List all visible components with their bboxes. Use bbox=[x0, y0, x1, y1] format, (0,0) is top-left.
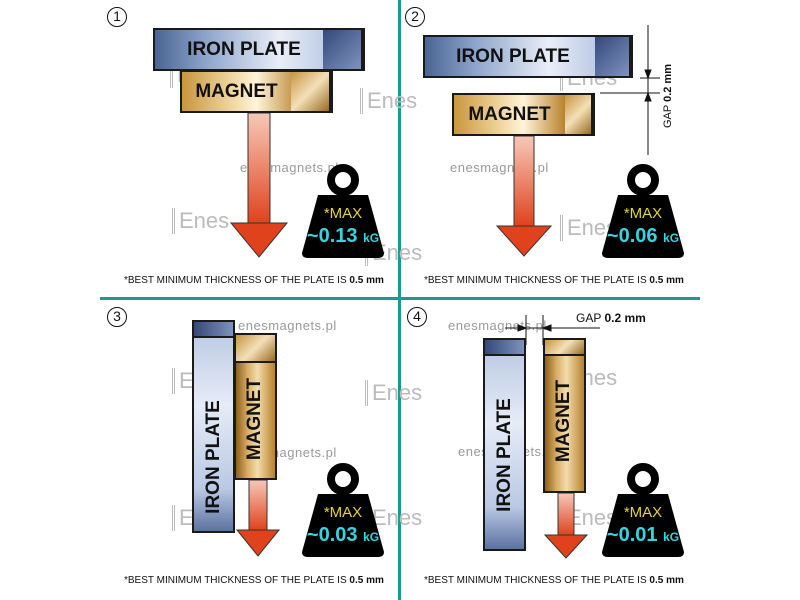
gap-dimension-lines bbox=[505, 25, 660, 345]
max-label: *MAX bbox=[323, 205, 363, 222]
weight-icon: *MAX ~0.01 kG bbox=[600, 462, 686, 558]
iron-plate: IRON PLATE bbox=[192, 320, 235, 533]
iron-plate-label: IRON PLATE bbox=[493, 397, 515, 512]
weight-icon: *MAX ~0.13 kG bbox=[300, 163, 386, 259]
iron-plate: IRON PLATE bbox=[153, 28, 365, 71]
magnet: MAGNET bbox=[452, 93, 595, 136]
watermark-text: enesmagnets.pl bbox=[238, 318, 337, 333]
iron-plate-label: IRON PLATE bbox=[456, 45, 570, 67]
watermark-logo: Enes bbox=[360, 88, 417, 114]
max-label: *MAX bbox=[323, 504, 363, 521]
vertical-divider bbox=[398, 0, 401, 600]
weight-icon: *MAX ~0.06 kG bbox=[600, 163, 686, 259]
force-value: ~0.13 kG bbox=[306, 225, 380, 247]
watermark-logo: Enes bbox=[365, 380, 422, 406]
magnet-label: MAGNET bbox=[553, 379, 575, 462]
magnet-label: MAGNET bbox=[468, 103, 551, 125]
force-arrow bbox=[229, 112, 289, 258]
iron-plate: IRON PLATE bbox=[483, 338, 526, 551]
iron-plate-label: IRON PLATE bbox=[187, 38, 301, 60]
panel-number: 2 bbox=[405, 7, 425, 27]
force-value: ~0.03 kG bbox=[306, 524, 380, 546]
footnote: *BEST MINIMUM THICKNESS OF THE PLATE IS … bbox=[124, 575, 384, 586]
panel-number: 3 bbox=[107, 307, 127, 327]
magnet: MAGNET bbox=[180, 70, 333, 113]
iron-plate: IRON PLATE bbox=[423, 35, 633, 78]
panel-number: 4 bbox=[407, 307, 427, 327]
force-arrow bbox=[543, 492, 589, 559]
force-arrow bbox=[235, 479, 281, 557]
max-label: *MAX bbox=[623, 205, 663, 222]
magnet: MAGNET bbox=[543, 338, 586, 493]
panel-number: 1 bbox=[107, 7, 127, 27]
footnote: *BEST MINIMUM THICKNESS OF THE PLATE IS … bbox=[424, 275, 684, 286]
gap-label: GAP 0.2 mm bbox=[662, 63, 675, 129]
weight-icon: *MAX ~0.03 kG bbox=[300, 462, 386, 558]
force-value: ~0.01 kG bbox=[606, 524, 680, 546]
iron-plate-label: IRON PLATE bbox=[202, 399, 224, 514]
watermark-logo: Enes bbox=[172, 208, 229, 234]
footnote: *BEST MINIMUM THICKNESS OF THE PLATE IS … bbox=[424, 575, 684, 586]
force-value: ~0.06 kG bbox=[606, 225, 680, 247]
magnet: MAGNET bbox=[234, 333, 277, 480]
force-arrow bbox=[495, 135, 553, 257]
magnet-label: MAGNET bbox=[195, 80, 278, 102]
horizontal-divider bbox=[100, 297, 700, 300]
gap-label: GAP 0.2 mm bbox=[576, 311, 646, 325]
magnet-label: MAGNET bbox=[244, 377, 266, 460]
footnote: *BEST MINIMUM THICKNESS OF THE PLATE IS … bbox=[124, 275, 384, 286]
max-label: *MAX bbox=[623, 504, 663, 521]
